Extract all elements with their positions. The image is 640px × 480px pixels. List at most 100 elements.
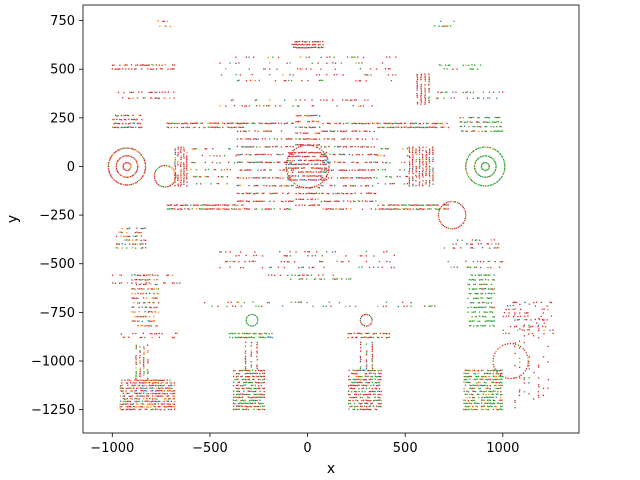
scatter-point [441, 25, 443, 27]
scatter-point [492, 393, 494, 395]
scatter-point [291, 79, 293, 82]
scatter-point [176, 122, 178, 125]
scatter-point [239, 251, 242, 253]
scatter-point [292, 150, 294, 152]
scatter-point [121, 387, 123, 389]
scatter-point [377, 390, 379, 393]
scatter-point [465, 161, 467, 163]
scatter-point [351, 130, 353, 132]
scatter-point [493, 148, 496, 150]
scatter-point [322, 161, 324, 163]
scatter-point [451, 200, 453, 203]
scatter-point [306, 278, 308, 280]
scatter-point [206, 204, 208, 206]
scatter-point [350, 278, 352, 280]
scatter-point [262, 372, 264, 374]
scatter-point [480, 126, 482, 128]
scatter-point [296, 163, 298, 165]
scatter-point [481, 288, 484, 290]
scatter-point [374, 375, 376, 377]
scatter-point [355, 405, 357, 408]
scatter-point [499, 375, 502, 378]
scatter-point [285, 146, 287, 148]
scatter-point [326, 200, 329, 203]
scatter-point [387, 126, 389, 128]
scatter-point [256, 316, 258, 318]
scatter-point [498, 179, 501, 181]
scatter-point [126, 397, 129, 400]
scatter-point [425, 155, 427, 157]
scatter-point [171, 337, 174, 339]
scatter-point [373, 384, 375, 386]
scatter-point [433, 122, 435, 125]
scatter-point [295, 144, 297, 146]
scatter-point [320, 278, 323, 280]
scatter-point [139, 126, 141, 129]
scatter-point [225, 105, 227, 107]
scatter-point [324, 155, 326, 158]
scatter-point [244, 122, 246, 124]
scatter-point [287, 163, 290, 166]
scatter-point [443, 203, 445, 205]
scatter-point [342, 208, 344, 210]
scatter-point [412, 178, 414, 180]
scatter-point [371, 378, 373, 381]
scatter-point [416, 93, 418, 95]
scatter-point [415, 150, 417, 152]
scatter-point [141, 320, 144, 323]
scatter-point [490, 288, 493, 290]
scatter-point [196, 204, 198, 206]
scatter-point [128, 123, 130, 125]
scatter-point [365, 399, 367, 401]
scatter-point [483, 306, 485, 308]
scatter-point [248, 192, 250, 195]
scatter-point [166, 122, 168, 124]
scatter-point [446, 68, 448, 70]
scatter-point [238, 408, 240, 410]
scatter-point [481, 146, 484, 148]
scatter-point [425, 162, 427, 164]
scatter-point [422, 164, 424, 166]
scatter-point [183, 155, 185, 157]
scatter-point [270, 336, 272, 338]
scatter-point [432, 178, 434, 180]
scatter-point [514, 352, 516, 355]
scatter-point [379, 402, 381, 405]
scatter-point [354, 373, 356, 375]
scatter-point [357, 161, 359, 164]
scatter-point [304, 43, 306, 45]
scatter-point [359, 379, 362, 381]
scatter-point [135, 284, 138, 286]
scatter-point [143, 346, 145, 348]
scatter-point [478, 396, 480, 399]
scatter-point [107, 168, 110, 170]
scatter-point [307, 138, 309, 140]
scatter-point [524, 315, 526, 317]
scatter-point [261, 177, 263, 179]
scatter-point [324, 179, 326, 181]
scatter-point [298, 267, 300, 269]
scatter-point [150, 406, 152, 408]
scatter-point [255, 200, 258, 202]
scatter-point [347, 333, 349, 335]
scatter-point [108, 159, 111, 161]
scatter-point [235, 408, 238, 411]
scatter-point [446, 208, 448, 210]
scatter-point [360, 321, 362, 323]
scatter-point [495, 369, 497, 371]
scatter-point [160, 382, 162, 384]
scatter-point [315, 163, 317, 165]
scatter-point [321, 149, 323, 151]
scatter-point [504, 164, 506, 166]
scatter-point [447, 208, 449, 210]
scatter-point [477, 184, 480, 186]
scatter-point [297, 41, 299, 43]
scatter-point [323, 146, 326, 148]
scatter-point [473, 397, 475, 399]
scatter-point [153, 382, 155, 384]
scatter-point [169, 408, 171, 411]
scatter-point [477, 121, 479, 123]
scatter-point [302, 266, 304, 268]
scatter-point [361, 397, 363, 399]
scatter-point [331, 184, 333, 187]
